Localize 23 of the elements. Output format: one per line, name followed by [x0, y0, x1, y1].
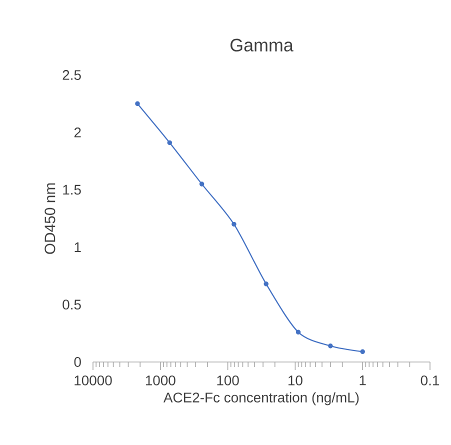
y-tick-label: 0.5: [62, 300, 81, 310]
point: [328, 344, 333, 348]
x-tick-label: 100: [217, 376, 239, 386]
x-tick-label: 10000: [74, 376, 112, 386]
x-tick-label: 10: [288, 376, 302, 386]
y-tick-label: 2.5: [62, 70, 81, 80]
point: [135, 101, 140, 106]
point: [264, 282, 269, 286]
point: [199, 182, 204, 186]
y-tick-label: 1.5: [63, 184, 81, 195]
y-tick-label: 1: [74, 242, 81, 252]
point: [296, 330, 301, 335]
y-tick-label: 0: [74, 357, 81, 367]
chart-title: Gamma: [230, 38, 294, 52]
x-tick-label: 0.1: [420, 376, 440, 386]
point: [360, 349, 365, 354]
point: [232, 222, 236, 227]
x-axis-title: ACE2-Fc concentration (ng/mL): [163, 392, 359, 406]
point: [167, 140, 172, 146]
x-tick-label: 1000: [146, 376, 176, 386]
x-tick-label: 1: [360, 376, 366, 386]
y-tick-label: 2: [74, 128, 81, 138]
y-axis-title: OD450 nm: [44, 183, 56, 254]
